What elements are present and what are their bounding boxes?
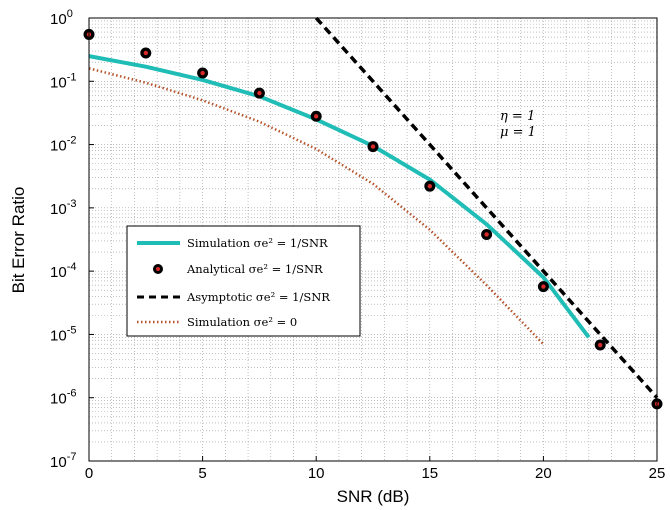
plot-frame: [88, 17, 658, 462]
legend-label-simulation-zero: Simulation σe² = 0: [187, 315, 297, 329]
x-tick-label: 0: [85, 465, 93, 482]
legend-swatch-analytical-inner: [156, 267, 160, 271]
y-tick-label: 100: [50, 8, 73, 28]
y-tick-label: 10-2: [50, 135, 76, 155]
x-tick-label: 5: [198, 465, 206, 482]
legend-label-analytical: Analytical σe² = 1/SNR: [186, 262, 323, 276]
analytical-point-center: [427, 183, 432, 189]
analytical-point-center: [314, 114, 319, 119]
y-tick-label: 10-1: [50, 71, 76, 91]
y-tick-label: 10-4: [50, 261, 76, 281]
x-tick-label: 10: [308, 465, 325, 482]
analytical-point-center: [257, 90, 262, 96]
analytical-point-center: [200, 70, 205, 76]
legend-label-simulation: Simulation σe² = 1/SNR: [187, 236, 328, 250]
legend: Simulation σe² = 1/SNR Analytical σe² = …: [126, 225, 361, 337]
x-tick-label: 20: [535, 465, 552, 482]
y-axis-label: Bit Error Ratio: [9, 187, 28, 294]
series-layer: [83, 16, 663, 410]
tick-labels: 0 5 10 15 20 25 100 10-1 10-2 10-3 10-4 10-5 10-6 10-…: [50, 8, 665, 482]
annotation-mu: μ = 1: [500, 125, 536, 140]
annotation-eta: η = 1: [500, 109, 535, 124]
x-axis-label: SNR (dB): [337, 487, 410, 506]
analytical-point-center: [143, 50, 148, 56]
y-tick-label: 10-7: [50, 451, 76, 471]
series-line-solid: [88, 54, 591, 339]
analytical-point-center: [484, 232, 489, 237]
analytical-point-center: [598, 342, 603, 348]
y-tick-label: 10-5: [50, 324, 76, 344]
y-tick-label: 10-3: [50, 198, 76, 218]
y-tick-label: 10-6: [50, 388, 76, 408]
x-tick-label: 15: [421, 465, 438, 482]
series-line-dashed: [314, 16, 659, 399]
x-tick-label: 25: [649, 465, 666, 482]
legend-label-asymptotic: Asymptotic σe² = 1/SNR: [186, 290, 330, 304]
analytical-point-center: [541, 284, 546, 289]
analytical-point-center: [370, 144, 376, 149]
